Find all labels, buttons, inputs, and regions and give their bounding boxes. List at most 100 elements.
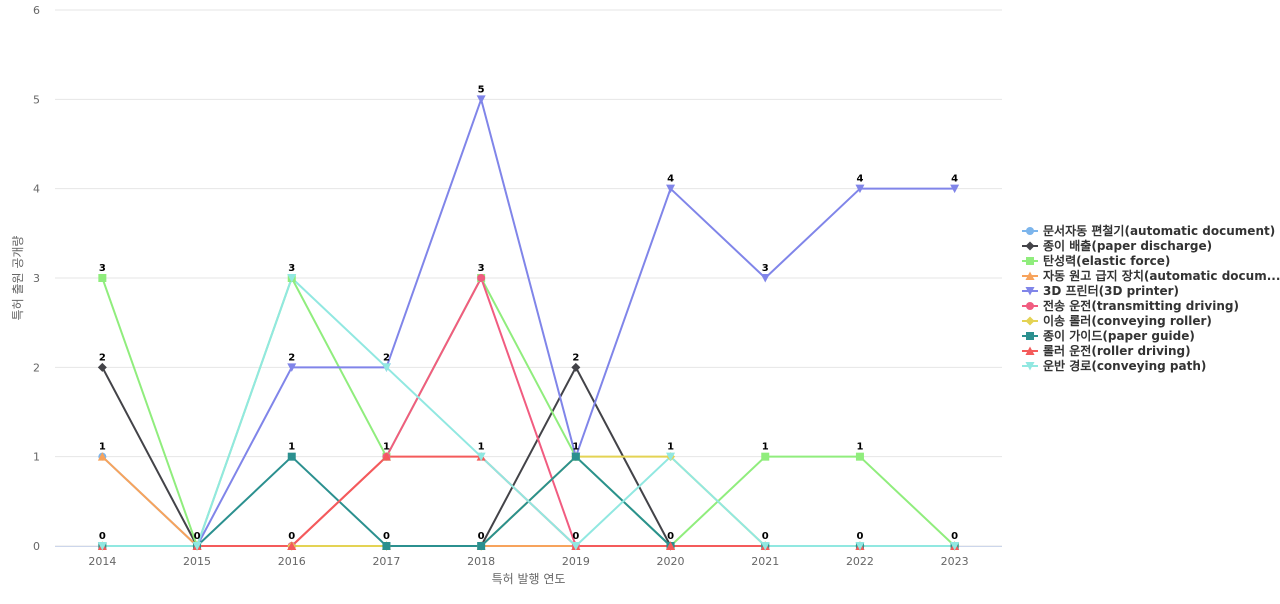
x-tick-label: 2014 [88, 555, 116, 568]
series-line-conveying-path [101, 277, 956, 547]
data-label: 1 [572, 442, 579, 453]
legend-item-automatic-docum[interactable]: 자동 원고 급지 장치(automatic docum... [1022, 268, 1280, 283]
x-tick-label: 2016 [278, 555, 306, 568]
legend-item-conveying-path[interactable]: 운반 경로(conveying path) [1022, 358, 1206, 373]
data-point-paper-guide [477, 542, 486, 550]
series-lines [101, 98, 956, 547]
y-tick-label: 3 [33, 272, 40, 285]
data-point-conveying-path [97, 542, 107, 551]
data-point-paper-guide [287, 452, 296, 461]
legend-item-conveying-roller[interactable]: 이송 롤러(conveying roller) [1022, 313, 1212, 328]
data-label: 1 [856, 442, 863, 453]
data-point-automatic-docum [97, 452, 107, 461]
data-label: 3 [478, 263, 485, 274]
y-tick-label: 5 [33, 93, 40, 106]
legend-label: 운반 경로(conveying path) [1043, 358, 1206, 373]
data-point-elastic-force [855, 452, 864, 461]
data-point-elastic-force [761, 452, 770, 461]
legend-item-automatic-document[interactable]: 문서자동 편철기(automatic document) [1022, 223, 1275, 238]
legend-item-transmitting-driving[interactable]: 전송 운전(transmitting driving) [1022, 298, 1239, 313]
legend-item-paper-guide[interactable]: 종이 가이드(paper guide) [1022, 328, 1195, 343]
y-axis-title: 특허 출원 공개량 [11, 236, 25, 321]
legend-label: 롤러 운전(roller driving) [1043, 343, 1191, 358]
data-label: 1 [383, 442, 390, 453]
y-tick-label: 4 [33, 183, 40, 196]
x-tick-label: 2023 [941, 555, 969, 568]
legend-label: 이송 롤러(conveying roller) [1043, 313, 1212, 328]
series-line-3d-3d-printer [101, 98, 956, 547]
series-line-transmitting-driving [101, 277, 956, 547]
data-point-transmitting-driving [477, 274, 486, 282]
data-point-conveying-path [760, 542, 770, 551]
data-label: 5 [478, 84, 485, 95]
data-point-3d-3d-printer [855, 184, 865, 194]
data-label: 1 [478, 442, 485, 453]
data-point-conveying-path [571, 542, 581, 551]
data-label: 1 [288, 442, 295, 453]
data-point-paper-guide [382, 542, 391, 550]
legend-marker [1026, 302, 1034, 310]
x-tick-label: 2020 [657, 555, 685, 568]
legend-item-paper-discharge[interactable]: 종이 배출(paper discharge) [1022, 238, 1212, 253]
data-labels: 3 2 1 0 0 3 2 1 0 2 1 0 5 3 1 0 2 1 0 4 1 0 3 1 0 4 1 0 4 0 [99, 84, 958, 542]
data-point-conveying-path [476, 452, 486, 462]
data-point-conveying-path [192, 542, 202, 551]
data-label: 2 [383, 352, 390, 363]
y-tick-label: 1 [33, 451, 40, 464]
x-tick-label: 2015 [183, 555, 211, 568]
legend-item-elastic-force[interactable]: 탄성력(elastic force) [1022, 253, 1170, 268]
data-point-3d-3d-printer [476, 95, 486, 104]
data-label: 0 [951, 531, 958, 542]
x-tick-label: 2022 [846, 555, 874, 568]
data-label: 0 [99, 531, 106, 542]
data-label: 0 [667, 531, 674, 542]
x-tick-label: 2017 [372, 555, 400, 568]
data-label: 3 [288, 263, 295, 274]
legend-label: 전송 운전(transmitting driving) [1043, 298, 1239, 313]
data-point-conveying-path [287, 274, 297, 283]
data-label: 1 [667, 442, 674, 453]
x-axis-title: 특허 발행 연도 [492, 571, 566, 586]
data-label: 0 [194, 531, 201, 542]
legend-marker [1026, 257, 1034, 265]
data-label: 4 [856, 174, 863, 185]
data-point-paper-discharge [97, 362, 107, 372]
x-tick-label: 2018 [467, 555, 495, 568]
legend-marker [1025, 241, 1035, 251]
data-label: 4 [667, 174, 674, 185]
data-label: 2 [99, 352, 106, 363]
data-point-elastic-force [98, 274, 107, 282]
data-point-3d-3d-printer [950, 184, 960, 194]
series-markers [97, 95, 960, 551]
data-label: 0 [383, 531, 390, 542]
data-label: 1 [762, 442, 769, 453]
legend-label: 종이 배출(paper discharge) [1043, 238, 1212, 253]
data-label: 1 [99, 442, 106, 453]
x-tick-label: 2019 [562, 555, 590, 568]
data-point-3d-3d-printer [760, 274, 770, 283]
data-point-conveying-path [666, 452, 676, 462]
legend-marker [1026, 227, 1034, 235]
legend-marker [1026, 332, 1034, 340]
legend-item-3d-3d-printer[interactable]: 3D 프린터(3D printer) [1022, 283, 1179, 298]
y-tick-label: 2 [33, 361, 40, 374]
data-label: 0 [572, 531, 579, 542]
legend-marker [1025, 362, 1035, 371]
legend-label: 탄성력(elastic force) [1043, 253, 1170, 268]
data-point-conveying-path [855, 542, 865, 551]
legend-item-roller-driving[interactable]: 롤러 운전(roller driving) [1022, 343, 1191, 358]
data-point-conveying-path [381, 363, 391, 372]
y-axis-ticks: 0 1 2 3 4 5 6 [33, 4, 40, 553]
data-point-3d-3d-printer [666, 184, 676, 194]
data-label: 0 [856, 531, 863, 542]
data-label: 4 [951, 174, 958, 185]
y-tick-label: 6 [33, 4, 40, 17]
data-point-conveying-path [950, 542, 960, 551]
legend-marker [1025, 346, 1035, 355]
data-label: 0 [762, 531, 769, 542]
data-point-paper-guide [571, 452, 580, 461]
data-label: 2 [288, 352, 295, 363]
data-point-roller-driving [381, 452, 391, 461]
